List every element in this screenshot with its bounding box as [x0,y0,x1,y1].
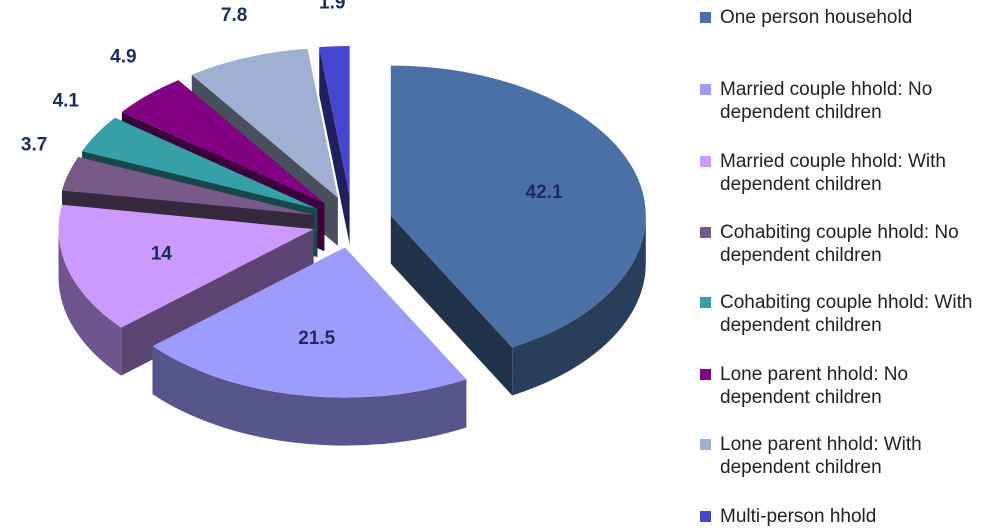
slice-wall [152,346,467,446]
data-label: 21.5 [298,328,335,349]
legend-entry: Married couple hhold: No dependent child… [700,78,986,124]
slice-top [121,80,325,204]
slice [390,65,646,396]
legend-label: One person household [720,7,913,28]
data-label: 7.8 [221,5,247,26]
legend-swatch [700,84,711,95]
legend-label: Lone parent hhold: No dependent children [720,364,909,408]
legend-label: Cohabiting couple hhold: With dependent … [720,292,973,336]
slice [58,204,314,376]
slice-top [82,117,318,209]
data-label: 4.1 [53,90,80,111]
slice-wall [512,215,646,396]
legend-swatch [700,297,711,308]
legend-label: Cohabiting couple hhold: No dependent ch… [720,222,959,266]
legend-entry: Cohabiting couple hhold: No dependent ch… [700,221,986,267]
slice-top [390,65,646,348]
slice [152,247,467,446]
slice-top [58,204,314,328]
legend-label: Lone parent hhold: With dependent childr… [720,434,922,478]
slice-top [319,46,350,197]
legend-swatch [700,12,711,23]
data-label: 42.1 [526,182,563,203]
legend-entry: Married couple hhold: With dependent chi… [700,150,986,196]
legend-swatch [700,511,711,522]
slice-top [61,156,314,215]
data-label: 3.7 [21,135,47,156]
slice-side [319,47,350,245]
data-label: 14 [151,243,173,264]
slice-side [390,215,513,396]
slice-wall [58,229,122,376]
slice-top [152,247,467,398]
slice [319,46,350,245]
data-label: 1.9 [319,0,345,13]
legend-swatch [700,227,711,238]
legend-entry: One person household [700,6,986,29]
legend-label: Married couple hhold: With dependent chi… [720,151,946,195]
data-label: 4.9 [110,47,136,68]
legend-label: Married couple hhold: No dependent child… [720,79,933,123]
legend-swatch [700,439,711,450]
legend-swatch [700,156,711,167]
legend-swatch [700,369,711,380]
legend-label: Multi-person hhold [720,506,877,527]
slice-top [191,48,338,198]
legend-entry: Cohabiting couple hhold: With dependent … [700,291,986,337]
legend-entry: Lone parent hhold: No dependent children [700,363,986,409]
legend-entry: Lone parent hhold: With dependent childr… [700,433,986,479]
legend-entry: Multi-person hhold [700,505,986,528]
pie-plot: 42.1 21.5 14 3.7 4.1 4.9 7.8 1.9 [21,0,646,446]
